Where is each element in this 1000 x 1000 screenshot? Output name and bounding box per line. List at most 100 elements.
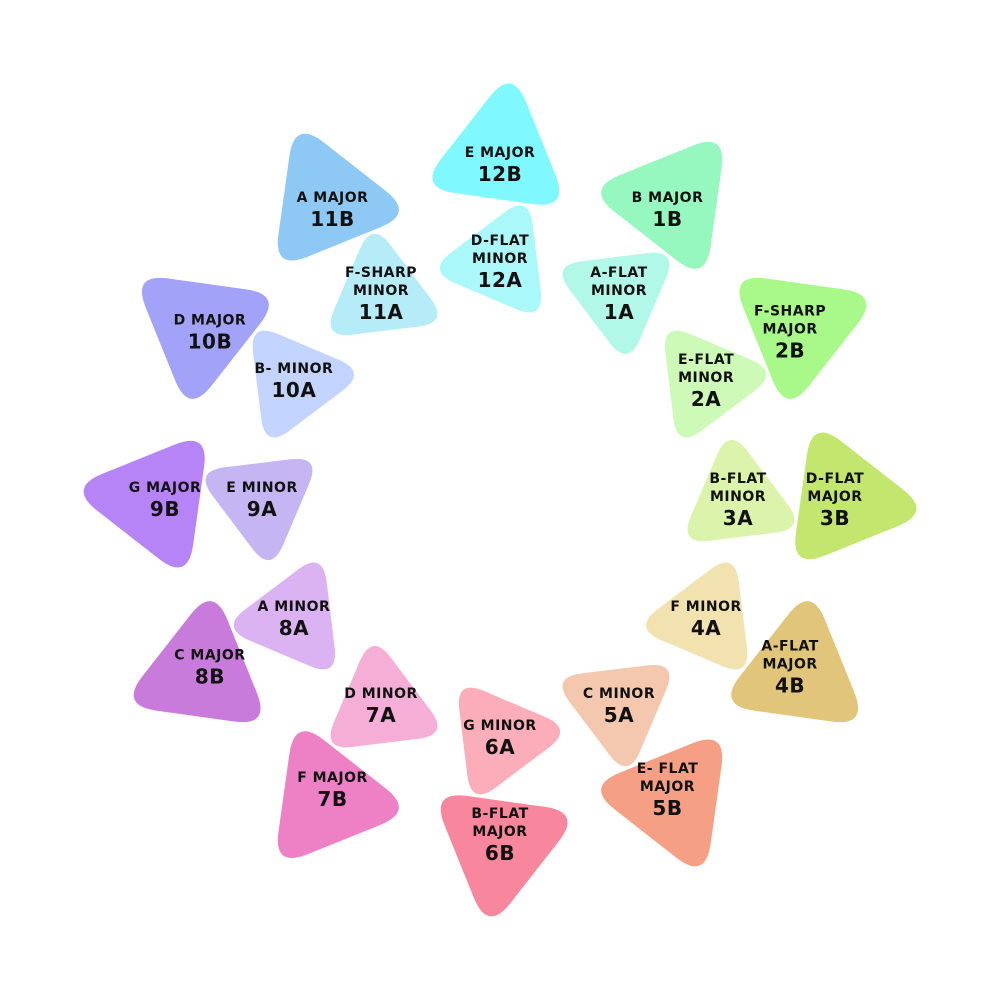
pick-shape-12a	[439, 205, 542, 313]
key-code-label: 9A	[247, 497, 277, 521]
pick-shape-7a	[330, 645, 438, 748]
pick-shape-2b	[739, 277, 867, 399]
key-name-label: A MAJOR	[297, 190, 369, 206]
key-code-label: 6B	[485, 841, 515, 865]
pick-shape-8a	[233, 562, 336, 670]
key-code-label: 3B	[820, 506, 850, 530]
key-code-label: 5A	[604, 703, 634, 727]
key-name-label: MAJOR	[472, 824, 527, 840]
key-code-label: 10A	[271, 378, 316, 402]
key-code-label: 4B	[775, 674, 805, 698]
key-name-label: B-FLAT	[709, 471, 766, 487]
key-name-label: E-FLAT	[678, 352, 734, 368]
key-name-label: MAJOR	[763, 322, 818, 338]
pick-shape-1b	[601, 141, 723, 269]
key-name-label: D MINOR	[344, 686, 418, 702]
key-code-label: 3A	[723, 506, 753, 530]
key-code-label: 12B	[478, 162, 523, 186]
pick-shape-8b	[133, 601, 261, 723]
pick-shape-9b	[83, 440, 205, 568]
key-name-label: MINOR	[710, 489, 766, 505]
pick-shape-11a	[330, 233, 438, 336]
key-name-label: C MINOR	[583, 686, 655, 702]
key-name-label: G MAJOR	[129, 480, 202, 496]
pick-shape-12b	[432, 83, 560, 205]
key-code-label: 11A	[359, 300, 404, 324]
key-name-label: G MINOR	[463, 718, 536, 734]
key-code-label: 11B	[310, 207, 355, 231]
pick-shape-11b	[277, 133, 399, 261]
key-name-label: MINOR	[353, 283, 409, 299]
key-name-label: D MAJOR	[174, 313, 247, 329]
key-code-label: 6A	[485, 735, 515, 759]
pick-shape-9a	[205, 458, 313, 561]
pick-shape-6a	[458, 687, 561, 795]
key-name-label: MAJOR	[807, 489, 862, 505]
key-name-label: B- MINOR	[254, 361, 333, 377]
key-name-label: A-FLAT	[590, 265, 647, 281]
key-code-label: 8A	[279, 616, 309, 640]
key-code-label: 1A	[604, 300, 634, 324]
pick-shape-6b	[440, 795, 568, 917]
key-name-label: D-FLAT	[806, 471, 864, 487]
key-name-label: MAJOR	[763, 657, 818, 673]
key-name-label: D-FLAT	[471, 233, 529, 249]
key-name-label: E MINOR	[226, 480, 297, 496]
pick-shape-3a	[687, 439, 795, 542]
key-code-label: 2B	[775, 339, 805, 363]
key-name-label: MAJOR	[640, 779, 695, 795]
pick-shape-10b	[141, 277, 269, 399]
key-code-label: 7A	[366, 703, 396, 727]
pick-shape-4a	[645, 562, 748, 670]
key-code-label: 12A	[478, 268, 523, 292]
pick-shape-2a	[664, 330, 767, 438]
key-name-label: E MAJOR	[465, 145, 536, 161]
pick-shape-10a	[252, 330, 355, 438]
key-code-label: 9B	[150, 497, 180, 521]
key-name-label: B MAJOR	[632, 190, 704, 206]
key-name-label: F MINOR	[670, 599, 741, 615]
key-code-label: 8B	[195, 665, 225, 689]
key-name-label: E- FLAT	[637, 761, 699, 777]
key-name-label: F MAJOR	[297, 770, 368, 786]
pick-shape-5b	[601, 739, 723, 867]
key-code-label: 4A	[691, 616, 721, 640]
key-code-label: 1B	[652, 207, 682, 231]
key-name-label: A-FLAT	[761, 639, 818, 655]
key-name-label: F-SHARP	[345, 265, 417, 281]
key-name-label: MINOR	[591, 283, 647, 299]
key-name-label: MINOR	[472, 251, 528, 267]
key-name-label: C MAJOR	[174, 648, 245, 664]
key-code-label: 7B	[317, 787, 347, 811]
key-name-label: F-SHARP	[754, 304, 826, 320]
pick-shape-1a	[562, 252, 670, 355]
key-name-label: A MINOR	[258, 599, 331, 615]
